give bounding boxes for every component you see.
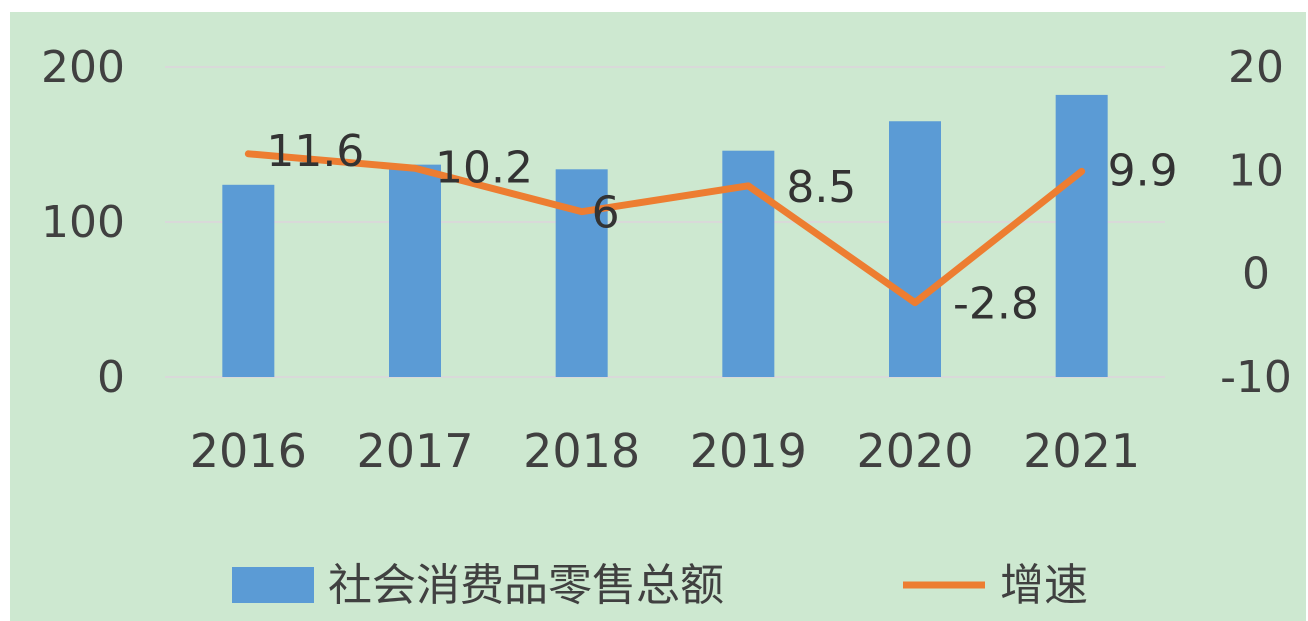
category-axis: 2016 2017 2018 2019 2020 2021 (190, 424, 1140, 478)
legend-bar-label: 社会消费品零售总额 (328, 560, 724, 611)
left-axis-tick-label: 200 (41, 42, 125, 93)
category-label: 2016 (190, 424, 307, 478)
bar (1055, 94, 1108, 378)
category-label: 2020 (856, 424, 973, 478)
legend-line-label: 增速 (1000, 560, 1088, 611)
legend: 社会消费品零售总额 增速 (232, 560, 1088, 611)
data-labels: 11.6 10.2 6 8.5 -2.8 9.9 (266, 126, 1177, 330)
line-point (1080, 170, 1083, 173)
right-axis-tick-label: 10 (1228, 145, 1284, 196)
line-point (747, 184, 750, 187)
right-axis-tick-label: 0 (1242, 249, 1270, 300)
bar (222, 184, 275, 377)
line-point (414, 167, 416, 170)
line-data-label: 10.2 (435, 142, 533, 193)
line-point (580, 210, 583, 213)
right-axis-tick-label: 20 (1228, 42, 1284, 93)
left-axis-ticks: 0 100 200 (41, 42, 125, 403)
left-axis-tick-label: 100 (41, 197, 125, 248)
line-series (244, 150, 1086, 307)
line-data-label: 9.9 (1108, 145, 1178, 196)
line-point (914, 301, 916, 304)
left-axis-tick-label: 0 (97, 352, 125, 403)
combo-chart: 11.6 10.2 6 8.5 -2.8 9.9 0 100 200 -10 0 10 20 201… (41, 42, 1292, 611)
bar (389, 164, 441, 377)
bar-series (222, 94, 1108, 378)
line-data-label: 8.5 (786, 162, 856, 213)
gridlines (165, 66, 1165, 378)
growth-line (244, 150, 1086, 307)
category-label: 2017 (356, 424, 473, 478)
category-label: 2018 (523, 424, 640, 478)
category-label: 2021 (1023, 424, 1140, 478)
line-data-label: -2.8 (953, 279, 1039, 330)
right-axis-ticks: -10 0 10 20 (1220, 42, 1292, 403)
line-data-label: 11.6 (266, 126, 364, 177)
chart-container: 11.6 10.2 6 8.5 -2.8 9.9 0 100 200 -10 0 10 20 201… (10, 12, 1306, 621)
category-label: 2019 (690, 424, 807, 478)
line-data-label: 6 (592, 188, 620, 239)
right-axis-tick-label: -10 (1220, 352, 1292, 403)
line-point (247, 152, 250, 155)
bar (889, 121, 941, 377)
legend-bar-swatch (232, 567, 314, 603)
